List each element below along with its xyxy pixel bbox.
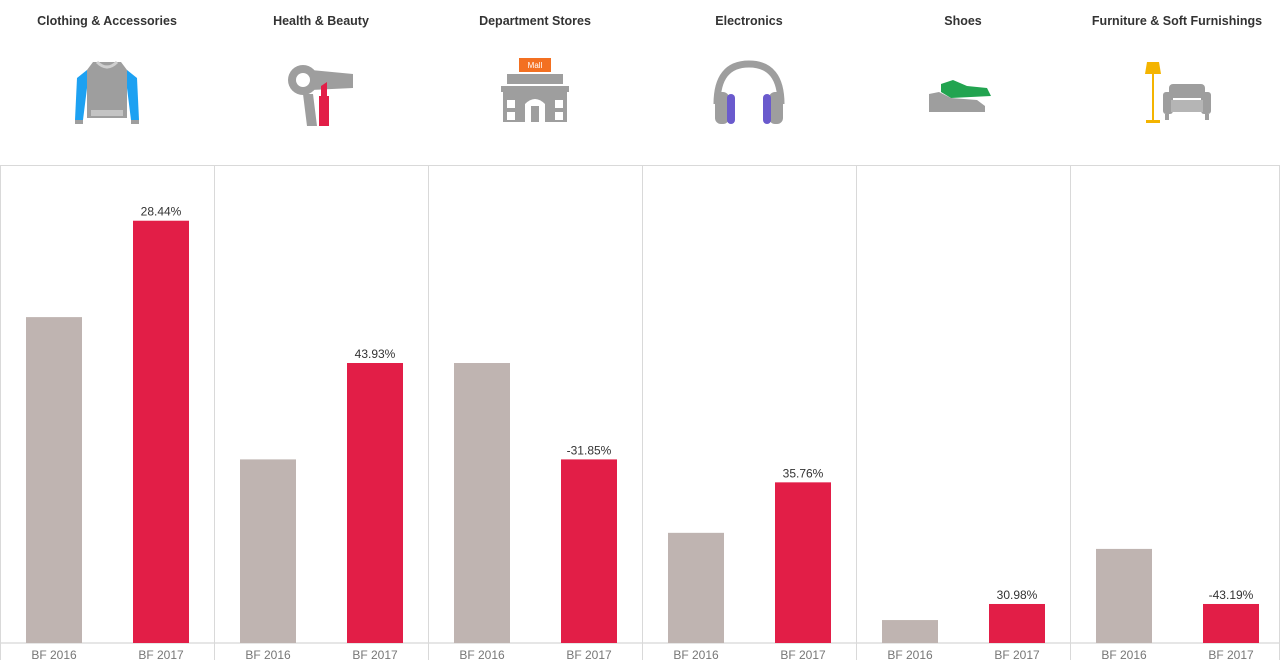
headphones-icon: [713, 60, 785, 124]
bar-bf2016: [668, 532, 724, 643]
category-title: Electronics: [715, 14, 783, 28]
x-tick-label: BF 2016: [31, 648, 77, 660]
x-tick-label: BF 2016: [673, 648, 719, 660]
shoe-icon: [929, 80, 991, 112]
bar-bf2016: [26, 317, 82, 643]
category-header-row: Clothing & Accessories Health & Beauty D…: [0, 0, 1280, 166]
category-header-furniture: Furniture & Soft Furnishings: [1070, 0, 1280, 165]
change-label: 35.76%: [783, 466, 824, 480]
bar-bf2017: [133, 220, 189, 643]
x-tick-label: BF 2016: [459, 648, 505, 660]
category-header-department-stores: Department Stores Mall: [428, 0, 642, 165]
category-title: Clothing & Accessories: [37, 14, 177, 28]
x-tick-label: BF 2017: [780, 648, 826, 660]
category-header-electronics: Electronics: [642, 0, 856, 165]
bar-bf2016: [882, 620, 938, 643]
change-label: -43.19%: [1209, 588, 1254, 602]
mall-icon: Mall: [501, 58, 569, 122]
category-header-clothing: Clothing & Accessories: [0, 0, 214, 165]
bar-chart-area: BF 2016 BF 2017 28.44% BF 2016 BF 2017 43.93%…: [0, 166, 1280, 660]
bar-bf2017: [1203, 603, 1259, 643]
bar-bf2017: [561, 459, 617, 643]
x-tick-label: BF 2016: [887, 648, 933, 660]
bar-chart: BF 2016 BF 2017 28.44% BF 2016 BF 2017 43.93%…: [0, 166, 1280, 660]
change-label: 43.93%: [355, 347, 396, 361]
change-label: 28.44%: [141, 205, 182, 219]
category-title: Department Stores: [479, 14, 591, 28]
x-tick-label: BF 2016: [1101, 648, 1147, 660]
x-tick-label: BF 2017: [138, 648, 184, 660]
bar-bf2017: [347, 363, 403, 643]
change-label: -31.85%: [567, 443, 612, 457]
bar-bf2016: [1096, 548, 1152, 643]
bar-bf2017: [775, 482, 831, 643]
x-tick-label: BF 2017: [994, 648, 1040, 660]
category-title: Health & Beauty: [273, 14, 369, 28]
sweater-icon: [75, 60, 139, 124]
x-tick-label: BF 2016: [245, 648, 291, 660]
bar-bf2016: [454, 363, 510, 643]
bar-bf2017: [989, 603, 1045, 643]
lamp-sofa-icon: [1145, 62, 1211, 123]
category-title: Furniture & Soft Furnishings: [1091, 14, 1263, 28]
change-label: 30.98%: [997, 588, 1038, 602]
bar-bf2016: [240, 459, 296, 643]
x-tick-label: BF 2017: [352, 648, 398, 660]
mall-sign-text: Mall: [528, 61, 543, 70]
category-header-health-beauty: Health & Beauty: [214, 0, 428, 165]
x-tick-label: BF 2017: [566, 648, 612, 660]
category-header-shoes: Shoes: [856, 0, 1070, 165]
x-tick-label: BF 2017: [1208, 648, 1254, 660]
category-title: Shoes: [944, 14, 982, 28]
hairdryer-lipstick-icon: [288, 65, 353, 126]
